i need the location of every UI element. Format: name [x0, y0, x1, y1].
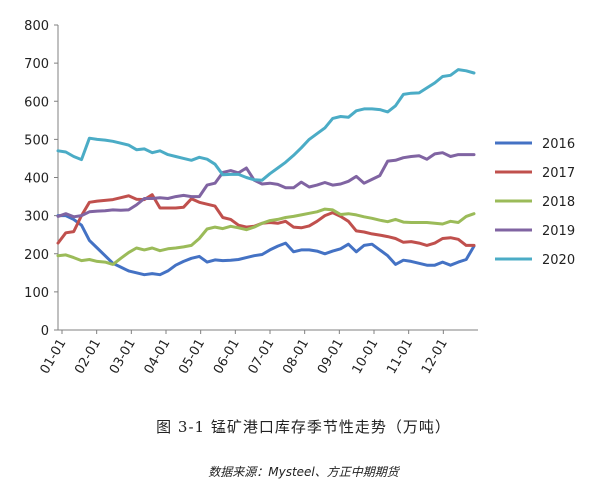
x-tick-label: 09-01	[315, 337, 347, 377]
x-tick-label: 05-01	[176, 337, 208, 377]
chart: 0 100 200 300 400 500 600 700 800 01-01 02-01 03-0…	[24, 19, 575, 377]
legend-label-2019: 2019	[542, 224, 575, 239]
x-tick-label: 08-01	[280, 337, 312, 377]
series-line-2018	[56, 207, 476, 266]
x-tick-label: 02-01	[72, 337, 104, 377]
x-tick-label: 04-01	[142, 337, 174, 377]
series-line-2016	[56, 214, 476, 277]
x-tick-label: 10-01	[350, 337, 382, 377]
series-line-2020	[56, 68, 476, 182]
y-tick-label: 500	[24, 133, 49, 148]
plot-lines	[56, 68, 476, 277]
x-axis: 01-01 02-01 03-01 04-01 05-01 06-01 07-01 08-01…	[38, 329, 478, 377]
y-tick-label: 600	[24, 95, 49, 110]
x-tick-label: 01-01	[38, 337, 70, 377]
y-tick-label: 700	[24, 57, 49, 72]
x-tick-label: 11-01	[384, 337, 416, 377]
x-tick-label: 07-01	[246, 337, 278, 377]
series-line-2017	[56, 193, 476, 247]
data-source: 数据来源：Mysteel、方正中期期货	[208, 465, 399, 479]
x-tick-label: 12-01	[419, 337, 451, 377]
legend-label-2018: 2018	[542, 195, 575, 210]
legend-label-2020: 2020	[542, 253, 575, 268]
y-tick-label: 200	[24, 248, 49, 263]
x-tick-label: 03-01	[107, 337, 139, 377]
y-tick-label: 400	[24, 172, 49, 187]
y-tick-label: 300	[24, 210, 49, 225]
x-tick-label: 06-01	[211, 337, 243, 377]
legend-label-2016: 2016	[542, 137, 575, 152]
legend-label-2017: 2017	[542, 166, 575, 181]
y-tick-label: 800	[24, 19, 49, 34]
legend: 2016 2017 2018 2019 2020	[495, 137, 575, 268]
figure-caption: 图 3-1 锰矿港口库存季节性走势（万吨）	[156, 418, 451, 436]
y-tick-label: 100	[24, 286, 49, 301]
y-axis: 0 100 200 300 400 500 600 700 800	[24, 19, 59, 339]
y-tick-label: 0	[41, 324, 49, 339]
series-line-2019	[56, 151, 476, 219]
